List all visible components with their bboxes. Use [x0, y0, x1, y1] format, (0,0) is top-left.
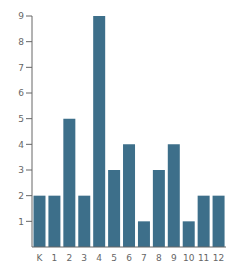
svg-text:7: 7	[18, 63, 24, 73]
svg-text:12: 12	[213, 253, 224, 263]
svg-text:4: 4	[18, 140, 24, 150]
svg-text:4: 4	[96, 253, 102, 263]
svg-text:1: 1	[18, 217, 24, 227]
svg-text:9: 9	[171, 253, 177, 263]
svg-text:8: 8	[18, 37, 24, 47]
svg-text:11: 11	[198, 253, 209, 263]
svg-text:K: K	[37, 253, 44, 263]
svg-text:6: 6	[18, 88, 24, 98]
svg-text:10: 10	[183, 253, 195, 263]
svg-text:5: 5	[111, 253, 117, 263]
svg-text:2: 2	[66, 253, 72, 263]
svg-text:3: 3	[81, 253, 87, 263]
svg-text:5: 5	[18, 114, 24, 124]
svg-text:3: 3	[18, 165, 24, 175]
svg-text:8: 8	[156, 253, 162, 263]
svg-text:6: 6	[126, 253, 132, 263]
svg-text:7: 7	[141, 253, 147, 263]
svg-text:1: 1	[52, 253, 58, 263]
svg-text:9: 9	[18, 11, 24, 21]
svg-text:2: 2	[18, 191, 24, 201]
